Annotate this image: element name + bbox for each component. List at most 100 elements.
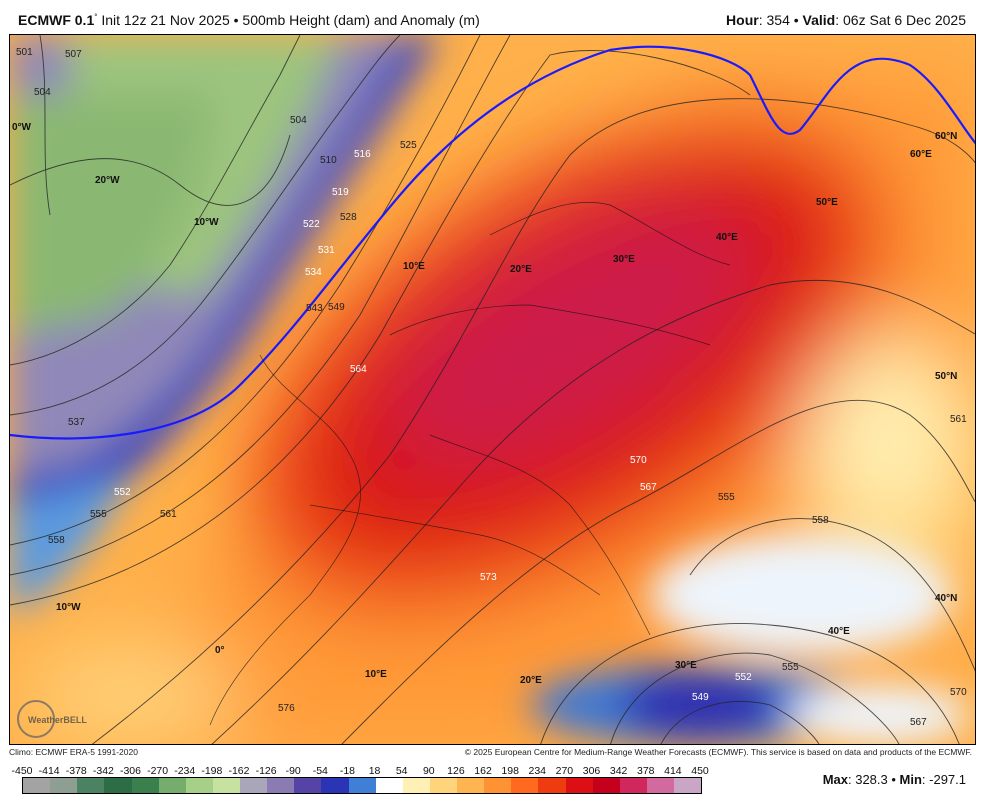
contour-label: 555 — [90, 509, 107, 520]
colorbar-tick-label: 306 — [582, 765, 601, 777]
highlight-contour-540 — [10, 45, 975, 440]
lon-label: 40°E — [828, 626, 850, 637]
colorbar-swatch — [402, 778, 430, 793]
colorbar-tick-label: 414 — [664, 765, 682, 777]
lon-label: 30°E — [613, 254, 635, 265]
colorbar-tick-label: 342 — [609, 765, 628, 777]
colorbar-tick-label: 450 — [691, 765, 709, 777]
colorbar-swatch — [592, 778, 620, 793]
colorbar — [22, 777, 702, 794]
contour-label: 570 — [630, 455, 647, 466]
colorbar-tick-label: -234 — [174, 765, 196, 777]
colorbar-tick-label: 90 — [422, 765, 435, 777]
colorbar-swatch — [267, 778, 295, 793]
colorbar-tick-label: -162 — [228, 765, 250, 777]
colorbar-swatch — [646, 778, 674, 793]
lat-label: 40°N — [935, 593, 957, 604]
min-value: : -297.1 — [921, 772, 966, 787]
colorbar-tick-label: 198 — [501, 765, 519, 777]
contour-label: 522 — [303, 219, 320, 230]
colorbar-tick-label: -18 — [339, 765, 356, 777]
model-name: ECMWF 0.1 — [18, 12, 95, 28]
colorbar-swatch — [104, 778, 132, 793]
colorbar-tick-label: 126 — [447, 765, 465, 777]
valid-label: Valid — [802, 12, 836, 28]
contour-label: 561 — [950, 414, 967, 425]
lon-label: 20°W — [95, 175, 120, 186]
contour-label: 534 — [305, 267, 322, 278]
contour-label: 561 — [160, 509, 177, 520]
colorbar-tick-label: -126 — [255, 765, 277, 777]
min-label: Min — [899, 772, 922, 787]
colorbar-swatch — [50, 778, 78, 793]
lon-label: 0°W — [12, 122, 32, 133]
lat-label: 60°N — [935, 131, 957, 142]
colorbar-swatch — [321, 778, 349, 793]
colorbar-tick-label: 18 — [368, 765, 381, 777]
colorbar-swatch — [538, 778, 566, 793]
lon-label: 10°W — [194, 217, 219, 228]
colorbar-tick-label: -414 — [38, 765, 60, 777]
colorbar-swatch — [674, 778, 702, 793]
copyright-notice: © 2025 European Centre for Medium-Range … — [464, 747, 972, 757]
colorbar-swatch — [511, 778, 539, 793]
lon-label: 0° — [215, 645, 225, 656]
weather-map: 0°W 20°W 10°W 10°E 20°E 30°E 40°E 50°E 6… — [9, 34, 976, 745]
contour-label: 504 — [34, 87, 51, 98]
lon-label: 20°E — [520, 675, 542, 686]
contour-label: 552 — [735, 672, 752, 683]
lon-label: 10°E — [365, 669, 387, 680]
valid-time: Hour: 354 • Valid: 06z Sat 6 Dec 2025 — [726, 12, 966, 28]
max-label: Max — [822, 772, 848, 787]
contour-label: 504 — [290, 115, 307, 126]
contour-label: 543 — [306, 303, 323, 314]
colorbar-swatch — [484, 778, 512, 793]
colorbar-swatch — [23, 778, 51, 793]
colorbar-tick-label: -90 — [285, 765, 301, 777]
contour-label: 507 — [65, 49, 82, 60]
degree-symbol: ° — [94, 12, 98, 22]
colorbar-tick-label: -378 — [65, 765, 87, 777]
contour-label: 576 — [278, 703, 295, 714]
contour-label: 573 — [480, 572, 497, 583]
lon-label: 50°E — [816, 197, 838, 208]
contour-label: 528 — [340, 212, 357, 223]
colorbar-tick-label: 54 — [395, 765, 408, 777]
colorbar-tick-label: 162 — [474, 765, 492, 777]
contour-label: 525 — [400, 140, 417, 151]
lon-label: 10°E — [403, 261, 425, 272]
contour-label: 555 — [782, 662, 799, 673]
init-description: Init 12z 21 Nov 2025 • 500mb Height (dam… — [97, 12, 480, 28]
colorbar-swatch — [429, 778, 457, 793]
colorbar-tick-label: 234 — [528, 765, 547, 777]
contour-label: 552 — [114, 487, 131, 498]
lon-label: 10°W — [56, 602, 81, 613]
max-value: : 328.3 • — [847, 772, 900, 787]
contour-label: 501 — [16, 47, 33, 58]
hour-label: Hour — [726, 12, 759, 28]
colorbar-swatch — [185, 778, 213, 793]
colorbar-tick-label: -306 — [119, 765, 141, 777]
contour-label: 516 — [354, 149, 371, 160]
colorbar-swatch — [77, 778, 105, 793]
contour-label: 558 — [812, 515, 829, 526]
contour-label: 549 — [692, 692, 709, 703]
colorbar-swatch — [457, 778, 485, 793]
svg-text:WeatherBELL: WeatherBELL — [28, 715, 87, 725]
colorbar-swatch — [348, 778, 376, 793]
colorbar-tick-label: 270 — [555, 765, 574, 777]
contour-label: 510 — [320, 155, 337, 166]
max-min-readout: Max: 328.3 • Min: -297.1 — [823, 772, 966, 787]
colorbar-tick-label: -198 — [201, 765, 223, 777]
contour-label: 531 — [318, 245, 335, 256]
contour-label: 558 — [48, 535, 65, 546]
contour-label: 564 — [350, 364, 367, 375]
colorbar-tick-label: -342 — [92, 765, 114, 777]
contour-label: 567 — [910, 717, 927, 728]
lon-label: 40°E — [716, 232, 738, 243]
contour-label: 570 — [950, 687, 967, 698]
hour-value: : 354 • — [758, 12, 803, 28]
colorbar-swatch — [158, 778, 186, 793]
contour-label: 537 — [68, 417, 85, 428]
colorbar-tick-label: -54 — [312, 765, 328, 777]
